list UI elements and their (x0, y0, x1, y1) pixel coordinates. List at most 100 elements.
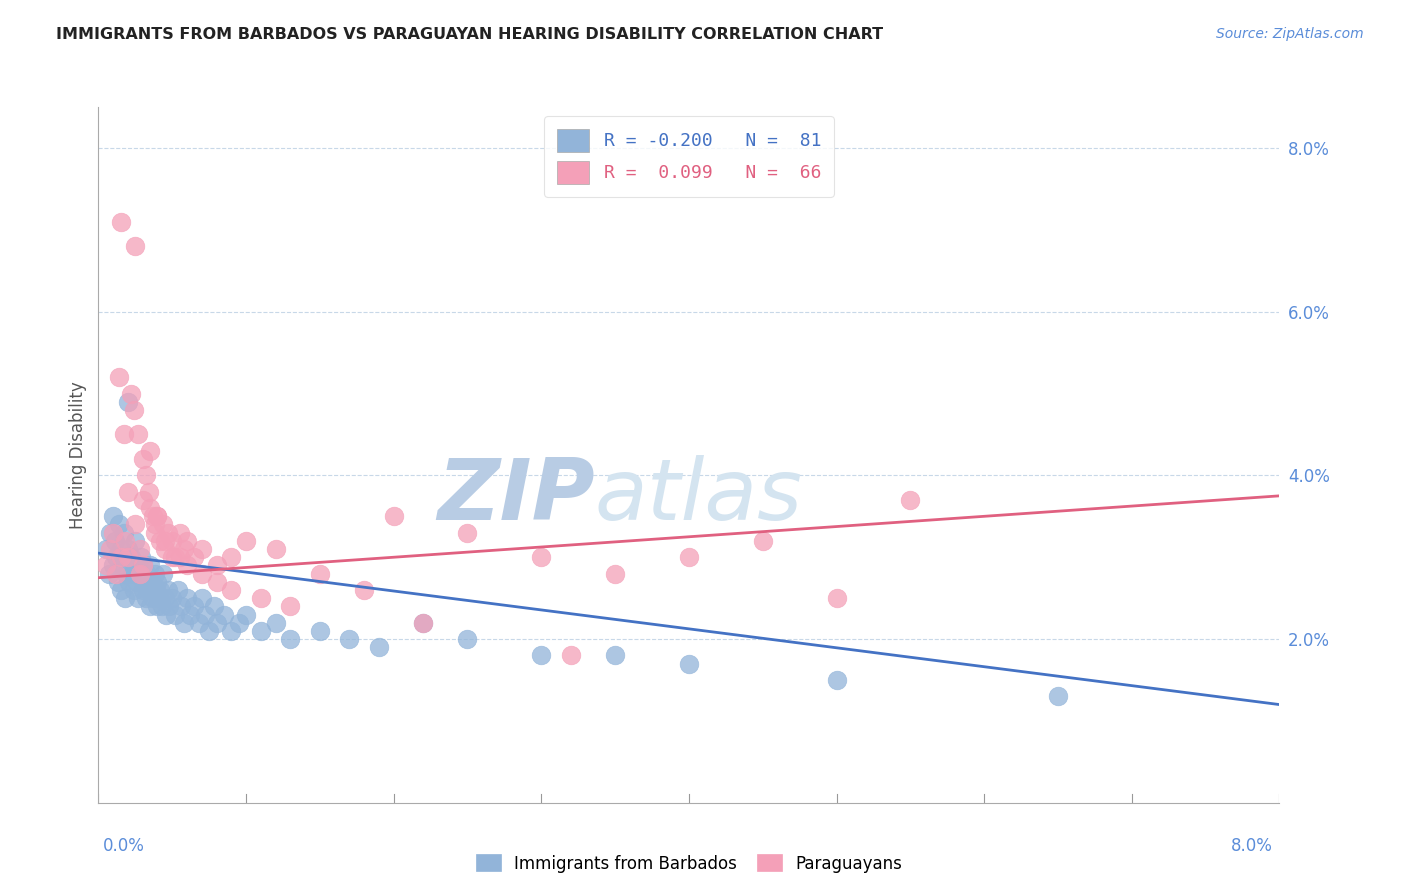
Point (412, 615, 434, 630)
Point (128, 566, 150, 581)
Point (825, 673, 848, 687)
Point (124, 533, 146, 548)
Point (103, 525, 125, 540)
Point (118, 574, 141, 589)
Point (112, 525, 135, 540)
Point (900, 492, 922, 507)
Point (98, 542, 121, 557)
Point (825, 591, 848, 606)
Y-axis label: Hearing Disability: Hearing Disability (69, 381, 87, 529)
Point (157, 599, 180, 614)
Point (167, 582, 190, 597)
Point (202, 599, 225, 614)
Text: 0.0%: 0.0% (103, 837, 145, 855)
Point (143, 525, 166, 540)
Point (194, 607, 217, 622)
Point (278, 599, 302, 614)
Point (148, 591, 170, 606)
Point (308, 566, 332, 581)
Point (94, 542, 117, 557)
Point (146, 574, 169, 589)
Point (124, 239, 146, 253)
Point (129, 550, 152, 565)
Point (308, 624, 332, 638)
Point (150, 599, 173, 614)
Point (94, 558, 117, 573)
Point (142, 591, 165, 606)
Point (382, 509, 405, 524)
Point (235, 533, 257, 548)
Point (219, 624, 242, 638)
Point (135, 468, 157, 483)
Point (153, 591, 176, 606)
Point (124, 558, 146, 573)
Point (191, 591, 214, 606)
Point (162, 591, 183, 606)
Point (138, 582, 160, 597)
Point (111, 558, 134, 573)
Point (146, 509, 169, 524)
Point (132, 492, 155, 507)
Point (162, 533, 183, 548)
Point (176, 533, 198, 548)
Point (103, 558, 125, 573)
Point (139, 599, 162, 614)
Point (124, 517, 146, 532)
Point (122, 403, 145, 417)
Point (141, 574, 163, 589)
Point (132, 558, 155, 573)
Point (117, 394, 139, 409)
Point (183, 599, 205, 614)
Point (219, 550, 242, 565)
Point (105, 550, 128, 565)
Point (117, 484, 139, 499)
Point (112, 427, 135, 442)
Point (198, 624, 221, 638)
Point (1046, 690, 1069, 704)
Point (191, 542, 214, 557)
Point (145, 582, 167, 597)
Point (117, 542, 139, 557)
Point (132, 452, 155, 467)
Point (135, 591, 157, 606)
Point (560, 648, 582, 663)
Point (173, 615, 195, 630)
Point (149, 533, 172, 548)
Point (97, 566, 120, 581)
Point (191, 566, 214, 581)
Point (205, 615, 228, 630)
Point (139, 501, 162, 516)
Point (605, 566, 627, 581)
Point (367, 640, 389, 655)
Point (169, 525, 191, 540)
Point (153, 533, 176, 548)
Point (149, 582, 172, 597)
Point (176, 558, 198, 573)
Point (751, 533, 773, 548)
Point (122, 582, 145, 597)
Point (98, 525, 121, 540)
Text: 8.0%: 8.0% (1230, 837, 1272, 855)
Text: IMMIGRANTS FROM BARBADOS VS PARAGUAYAN HEARING DISABILITY CORRELATION CHART: IMMIGRANTS FROM BARBADOS VS PARAGUAYAN H… (56, 27, 883, 42)
Text: atlas: atlas (595, 455, 803, 538)
Point (173, 542, 195, 557)
Point (228, 615, 250, 630)
Point (250, 624, 273, 638)
Point (530, 550, 553, 565)
Point (146, 509, 169, 524)
Point (121, 566, 143, 581)
Point (108, 370, 131, 384)
Point (139, 443, 162, 458)
Point (250, 591, 273, 606)
Point (127, 427, 149, 442)
Point (605, 648, 627, 663)
Legend: R = -0.200   N =  81, R =  0.099   N =  66: R = -0.200 N = 81, R = 0.099 N = 66 (544, 116, 834, 197)
Point (110, 542, 132, 557)
Point (170, 599, 193, 614)
Point (235, 607, 257, 622)
Point (678, 550, 700, 565)
Point (107, 574, 129, 589)
Point (143, 566, 166, 581)
Point (187, 615, 209, 630)
Text: ZIP: ZIP (437, 455, 595, 538)
